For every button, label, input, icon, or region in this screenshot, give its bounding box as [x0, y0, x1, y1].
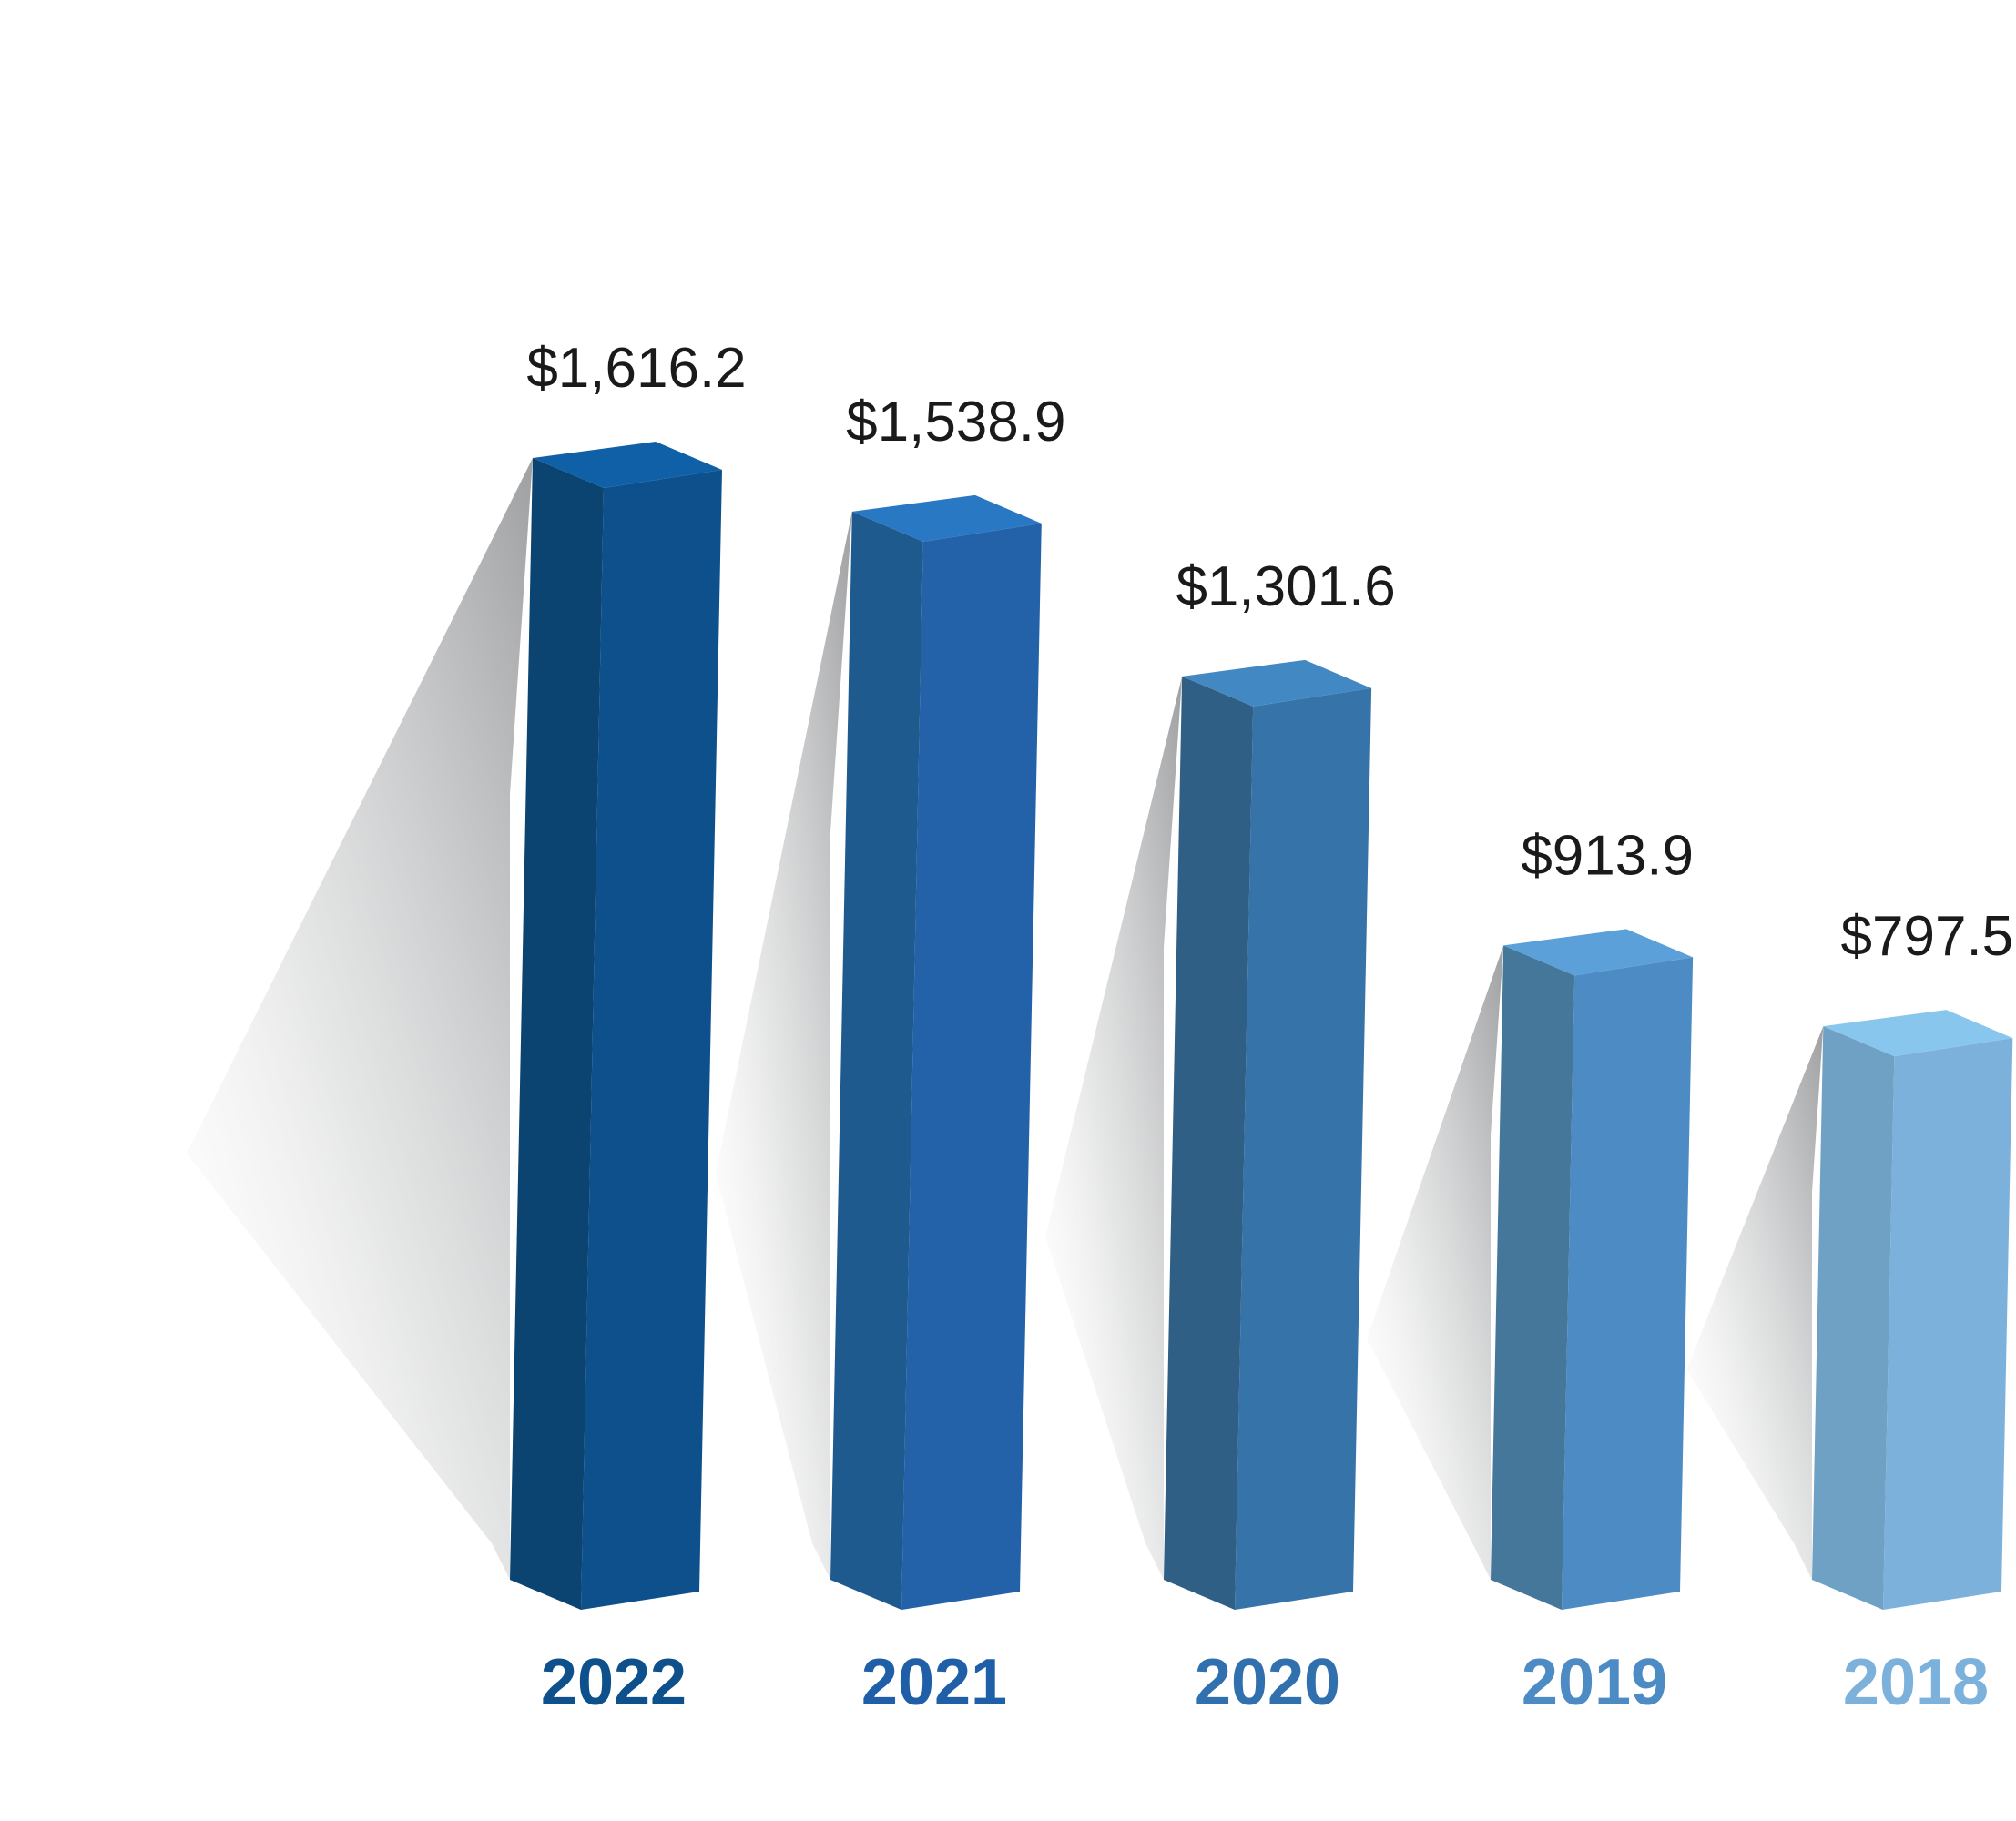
year-label-2022: 2022 — [541, 1646, 687, 1719]
bar-shadows — [187, 458, 1824, 1581]
bar-shadow-2020 — [1045, 676, 1183, 1580]
value-label-2022: $1,616.2 — [526, 337, 746, 400]
bar-shadow-2019 — [1367, 945, 1504, 1580]
bar-side-2018 — [1812, 1026, 1895, 1610]
bars — [510, 442, 2013, 1611]
bar-2022 — [510, 442, 722, 1610]
bar-side-2019 — [1491, 945, 1575, 1610]
bar-2018 — [1812, 1010, 2013, 1610]
bar-side-2022 — [510, 458, 604, 1610]
value-label-2019: $913.9 — [1521, 824, 1694, 887]
bar-front-2022 — [581, 470, 722, 1610]
value-label-2018: $797.5 — [1841, 905, 2014, 968]
year-label-2018: 2018 — [1843, 1646, 1989, 1719]
value-label-2020: $1,301.6 — [1176, 555, 1395, 618]
bar-front-2021 — [901, 523, 1042, 1611]
bar-shadow-2018 — [1686, 1026, 1824, 1580]
bar-top-2018 — [1823, 1010, 2013, 1057]
bar-top-2022 — [533, 442, 722, 488]
bar-shadow-2022 — [187, 458, 533, 1580]
bar-shadow-2021 — [715, 511, 852, 1581]
value-labels: $1,616.2 $1,538.9 $1,301.6 $913.9 $797.5 — [526, 337, 2013, 968]
bar-front-2018 — [1883, 1038, 2013, 1610]
bar-side-2021 — [830, 511, 923, 1611]
bar-front-2019 — [1562, 957, 1694, 1610]
bar-2021 — [830, 494, 1042, 1611]
value-label-2021: $1,538.9 — [846, 391, 1065, 453]
bar-top-2021 — [851, 494, 1042, 542]
year-label-2019: 2019 — [1522, 1646, 1667, 1719]
bar-2019 — [1491, 929, 1694, 1610]
bar-side-2020 — [1164, 676, 1254, 1610]
year-label-2020: 2020 — [1195, 1646, 1340, 1719]
bar-2020 — [1164, 659, 1372, 1610]
year-labels: 2022 2021 2020 2019 2018 — [541, 1646, 1989, 1719]
year-label-2021: 2021 — [861, 1646, 1007, 1719]
bar-top-2019 — [1503, 929, 1694, 976]
bar-front-2020 — [1235, 687, 1372, 1610]
bar-top-2020 — [1182, 659, 1372, 707]
